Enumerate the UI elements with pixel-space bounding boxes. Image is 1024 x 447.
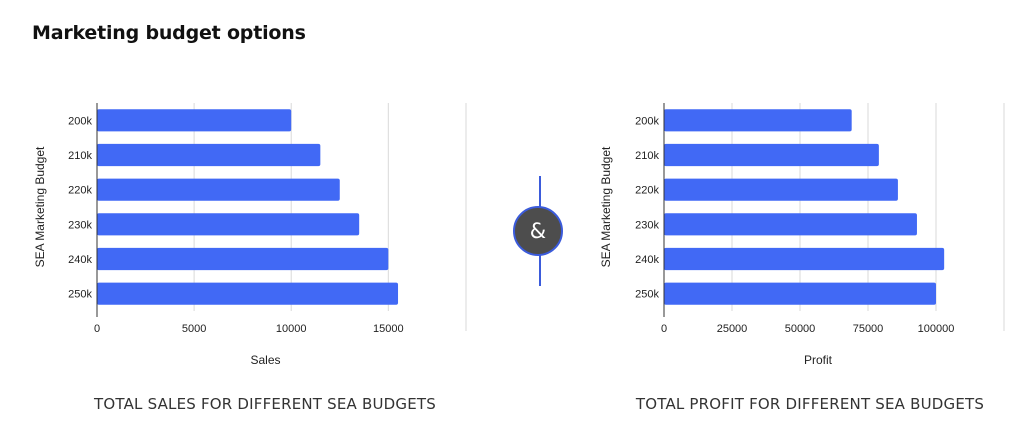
page-title: Marketing budget options bbox=[32, 22, 306, 44]
bar bbox=[664, 213, 917, 236]
y-tick-label: 250k bbox=[635, 289, 659, 301]
x-axis-title: Profit bbox=[804, 353, 833, 367]
x-tick-label: 0 bbox=[94, 323, 100, 335]
x-tick-label: 15000 bbox=[373, 323, 404, 335]
bar bbox=[97, 143, 321, 167]
bar bbox=[97, 282, 399, 305]
bar bbox=[97, 109, 292, 132]
sales-chart: 200k 210k 220k 230k 240k 250k 0 5000 10000 15000 S… bbox=[33, 103, 467, 367]
bar bbox=[664, 247, 945, 271]
profit-chart: 200k 210k 220k 230k 240k 250k 0 25000 50000 75000… bbox=[599, 103, 1005, 367]
x-tick-label: 50000 bbox=[785, 323, 816, 335]
connector-line-top bbox=[539, 176, 541, 208]
bar bbox=[97, 178, 340, 201]
y-tick-label: 210k bbox=[68, 150, 92, 162]
y-axis-title: SEA Marketing Budget bbox=[33, 146, 47, 267]
y-tick-label: 230k bbox=[635, 219, 659, 231]
bar bbox=[664, 143, 879, 167]
bar bbox=[97, 247, 389, 271]
sales-chart-caption: TOTAL SALES FOR DIFFERENT SEA BUDGETS bbox=[94, 395, 436, 413]
x-tick-label: 0 bbox=[661, 323, 667, 335]
y-tick-label: 200k bbox=[635, 115, 659, 127]
y-tick-label: 200k bbox=[68, 115, 92, 127]
y-tick-label: 230k bbox=[68, 219, 92, 231]
y-tick-label: 210k bbox=[635, 150, 659, 162]
bar bbox=[97, 213, 360, 236]
x-tick-label: 75000 bbox=[853, 323, 884, 335]
y-tick-label: 250k bbox=[68, 289, 92, 301]
ampersand-badge: & bbox=[513, 206, 563, 256]
x-tick-label: 5000 bbox=[182, 323, 206, 335]
connector-line-bottom bbox=[539, 254, 541, 286]
y-tick-label: 220k bbox=[635, 185, 659, 197]
x-tick-label: 100000 bbox=[918, 323, 955, 335]
x-tick-label: 25000 bbox=[717, 323, 748, 335]
y-axis-title: SEA Marketing Budget bbox=[599, 146, 613, 267]
bar bbox=[664, 282, 936, 305]
bar bbox=[664, 178, 898, 201]
x-tick-label: 10000 bbox=[276, 323, 307, 335]
bar bbox=[664, 109, 852, 132]
x-axis-title: Sales bbox=[250, 353, 280, 367]
y-tick-label: 240k bbox=[635, 254, 659, 266]
profit-chart-caption: TOTAL PROFIT FOR DIFFERENT SEA BUDGETS bbox=[635, 395, 985, 413]
y-tick-label: 240k bbox=[68, 254, 92, 266]
y-tick-label: 220k bbox=[68, 185, 92, 197]
